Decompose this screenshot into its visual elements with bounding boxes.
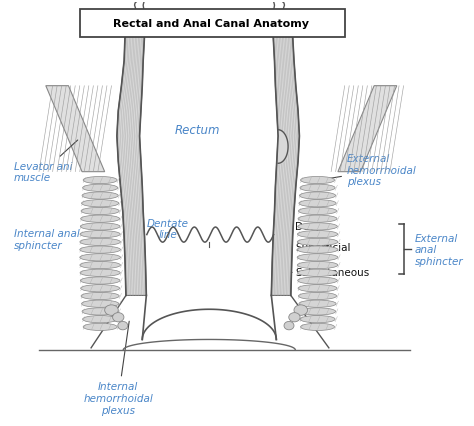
Ellipse shape [299,200,336,207]
Ellipse shape [297,262,338,269]
Ellipse shape [294,305,308,316]
Ellipse shape [81,293,119,300]
Ellipse shape [118,322,128,330]
Ellipse shape [82,185,118,192]
Ellipse shape [284,322,294,330]
Ellipse shape [80,246,120,253]
Ellipse shape [82,308,118,315]
Text: Dentate
line: Dentate line [147,218,189,240]
Ellipse shape [297,239,338,246]
Ellipse shape [300,193,336,200]
Ellipse shape [299,300,336,308]
Ellipse shape [80,262,120,269]
Polygon shape [271,13,300,296]
Ellipse shape [298,216,337,223]
Polygon shape [117,13,146,296]
Text: External
anal
sphincter: External anal sphincter [415,233,464,266]
Polygon shape [46,86,105,172]
Ellipse shape [82,316,118,323]
Ellipse shape [300,316,335,323]
Ellipse shape [300,308,336,315]
Polygon shape [338,86,397,172]
Ellipse shape [80,223,120,230]
Ellipse shape [301,323,335,331]
Ellipse shape [299,293,337,300]
Ellipse shape [298,270,337,277]
Ellipse shape [81,216,119,223]
Ellipse shape [298,223,337,230]
Text: Internal
hemorrhoidal
plexus: Internal hemorrhoidal plexus [83,322,153,414]
Text: Subcutaneous: Subcutaneous [291,268,369,278]
Ellipse shape [80,270,120,277]
Ellipse shape [82,200,119,207]
Ellipse shape [300,185,335,192]
Ellipse shape [81,285,119,292]
Ellipse shape [82,300,119,308]
Ellipse shape [298,277,337,285]
Ellipse shape [83,323,117,331]
Ellipse shape [81,208,119,215]
Text: Deep: Deep [291,222,322,232]
Text: Superficial: Superficial [291,242,350,253]
Ellipse shape [299,208,337,215]
Polygon shape [139,13,278,296]
Text: Levator ani
muscle: Levator ani muscle [14,141,78,183]
Ellipse shape [297,246,338,253]
Ellipse shape [80,231,120,238]
Ellipse shape [289,313,300,322]
Ellipse shape [80,239,120,246]
Ellipse shape [105,305,118,316]
Text: External
hemorrhoidal
plexus: External hemorrhoidal plexus [322,154,417,187]
Text: Rectum: Rectum [175,124,220,137]
FancyBboxPatch shape [80,10,345,38]
Ellipse shape [80,277,120,285]
Text: Internal anal
sphincter: Internal anal sphincter [14,228,87,250]
Ellipse shape [298,285,337,292]
Ellipse shape [301,177,335,184]
Text: Rectal and Anal Canal Anatomy: Rectal and Anal Canal Anatomy [113,19,309,29]
Ellipse shape [82,193,118,200]
Ellipse shape [298,231,337,238]
Ellipse shape [80,254,120,261]
Ellipse shape [83,177,117,184]
Ellipse shape [113,313,124,322]
Ellipse shape [297,254,338,261]
